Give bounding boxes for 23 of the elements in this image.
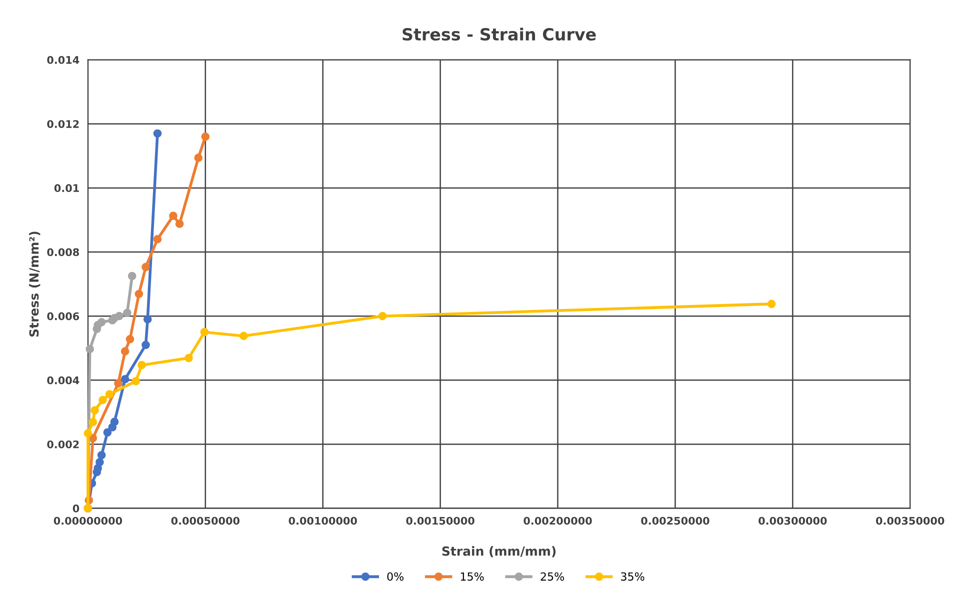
y-tick-label: 0.002: [47, 440, 79, 448]
legend-label: 0%: [387, 572, 404, 581]
y-tick-label: 0.006: [47, 312, 80, 320]
x-tick-label: 0.00100000: [288, 516, 357, 525]
legend-label: 15%: [460, 572, 484, 581]
x-tick-label: 0.00150000: [406, 516, 474, 525]
x-tick-label: 0.00300000: [758, 516, 827, 525]
x-tick-label: 0.00250000: [641, 516, 710, 525]
y-axis-title: Stress (N/mm²): [29, 232, 40, 337]
y-tick-label: 0: [72, 504, 80, 512]
y-tick-label: 0.008: [47, 248, 79, 256]
legend-label: 25%: [540, 572, 564, 581]
x-tick-label: 0.00050000: [171, 516, 240, 525]
x-axis-title: Strain (mm/mm): [442, 546, 556, 558]
legend-label: 35%: [621, 572, 644, 581]
y-tick-label: 0.004: [47, 376, 80, 384]
x-tick-label: 0.00000000: [54, 516, 122, 525]
y-tick-label: 0.012: [47, 120, 79, 128]
x-tick-label: 0.00200000: [524, 516, 592, 525]
y-tick-label: 0.01: [54, 184, 79, 192]
chart-title: Stress - Strain Curve: [402, 28, 596, 41]
x-tick-label: 0.00350000: [876, 516, 944, 525]
y-tick-label: 0.014: [47, 56, 80, 64]
